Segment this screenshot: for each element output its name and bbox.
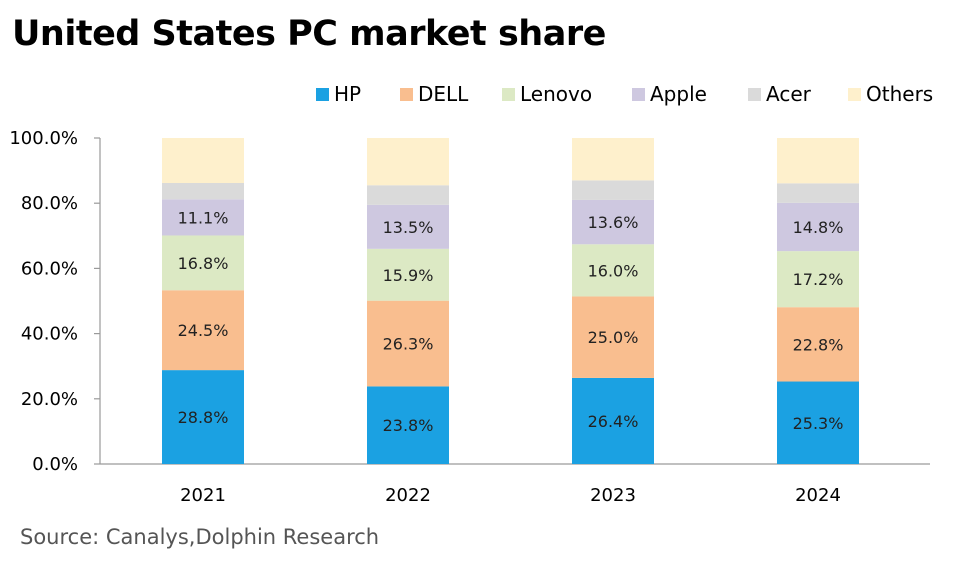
bar-segment-dell-2024	[777, 307, 859, 382]
bar-segment-lenovo-2022	[367, 248, 449, 301]
y-tick-label: 80.0%	[21, 193, 78, 214]
x-tick-label: 2023	[590, 485, 636, 506]
bar-segment-hp-2021	[162, 370, 244, 464]
data-label-dell-2023: 25.0%	[588, 328, 639, 347]
bar-segment-apple-2021	[162, 199, 244, 236]
data-label-dell-2024: 22.8%	[793, 335, 844, 354]
legend-label-dell: DELL	[418, 82, 469, 106]
legend-label-others: Others	[866, 82, 933, 106]
legend-swatch-lenovo	[502, 88, 515, 101]
bar-segment-lenovo-2023	[572, 244, 654, 297]
data-label-apple-2021: 11.1%	[178, 208, 229, 227]
data-label-apple-2024: 14.8%	[793, 218, 844, 237]
y-tick-label: 0.0%	[32, 454, 78, 475]
bar-segment-others-2024	[777, 138, 859, 184]
x-tick-label: 2021	[180, 485, 226, 506]
data-label-hp-2024: 25.3%	[793, 414, 844, 433]
bar-segment-dell-2023	[572, 296, 654, 378]
bar-segment-lenovo-2021	[162, 235, 244, 291]
data-label-lenovo-2024: 17.2%	[793, 270, 844, 289]
data-label-hp-2023: 26.4%	[588, 412, 639, 431]
bar-segment-acer-2021	[162, 182, 244, 200]
data-label-apple-2022: 13.5%	[383, 218, 434, 237]
bar-segment-hp-2023	[572, 377, 654, 464]
data-label-lenovo-2022: 15.9%	[383, 266, 434, 285]
bar-segment-others-2021	[162, 138, 244, 183]
data-label-dell-2021: 24.5%	[178, 321, 229, 340]
legend-label-lenovo: Lenovo	[520, 82, 592, 106]
bar-segment-acer-2022	[367, 185, 449, 205]
bar-segment-dell-2022	[367, 300, 449, 387]
x-tick-label: 2022	[385, 485, 431, 506]
data-label-lenovo-2021: 16.8%	[178, 254, 229, 273]
bar-segment-acer-2024	[777, 183, 859, 203]
x-tick-label: 2024	[795, 485, 841, 506]
legend-label-apple: Apple	[650, 82, 707, 106]
legend-swatch-dell	[400, 88, 413, 101]
legend-label-acer: Acer	[766, 82, 812, 106]
data-label-dell-2022: 26.3%	[383, 335, 434, 354]
data-label-hp-2021: 28.8%	[178, 408, 229, 427]
bar-segment-dell-2021	[162, 290, 244, 371]
y-tick-label: 60.0%	[21, 258, 78, 279]
legend-swatch-others	[848, 88, 861, 101]
bar-segment-lenovo-2024	[777, 251, 859, 308]
bar-segment-acer-2023	[572, 180, 654, 200]
bar-segment-hp-2022	[367, 386, 449, 464]
data-label-apple-2023: 13.6%	[588, 213, 639, 232]
legend-swatch-apple	[632, 88, 645, 101]
data-label-hp-2022: 23.8%	[383, 416, 434, 435]
y-tick-label: 40.0%	[21, 324, 78, 345]
legend-swatch-hp	[316, 88, 329, 101]
bar-segment-apple-2023	[572, 199, 654, 245]
source-note: Source: Canalys,Dolphin Research	[20, 525, 380, 549]
legend-label-hp: HP	[334, 82, 361, 106]
bar-segment-apple-2024	[777, 202, 859, 252]
bar-segment-others-2022	[367, 138, 449, 186]
bar-segment-others-2023	[572, 138, 654, 181]
y-tick-label: 100.0%	[9, 128, 78, 149]
y-tick-label: 20.0%	[21, 389, 78, 410]
bar-segment-apple-2022	[367, 204, 449, 249]
chart-title: United States PC market share	[12, 14, 606, 54]
bar-segment-hp-2024	[777, 381, 859, 464]
data-label-lenovo-2023: 16.0%	[588, 261, 639, 280]
legend-swatch-acer	[748, 88, 761, 101]
